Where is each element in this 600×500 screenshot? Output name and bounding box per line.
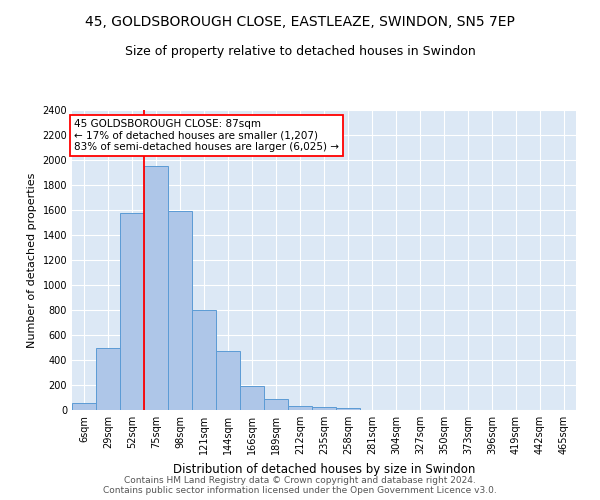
Bar — [216, 350, 240, 410]
Bar — [168, 211, 192, 410]
Y-axis label: Number of detached properties: Number of detached properties — [27, 172, 37, 348]
Bar — [336, 408, 360, 410]
Bar — [192, 310, 216, 410]
Bar — [288, 406, 312, 410]
Bar — [264, 399, 288, 410]
Text: 45 GOLDSBOROUGH CLOSE: 87sqm
← 17% of detached houses are smaller (1,207)
83% of: 45 GOLDSBOROUGH CLOSE: 87sqm ← 17% of de… — [74, 118, 339, 152]
X-axis label: Distribution of detached houses by size in Swindon: Distribution of detached houses by size … — [173, 462, 475, 475]
Bar — [144, 166, 168, 410]
Text: Contains HM Land Registry data © Crown copyright and database right 2024.
Contai: Contains HM Land Registry data © Crown c… — [103, 476, 497, 495]
Bar — [72, 402, 96, 410]
Text: Size of property relative to detached houses in Swindon: Size of property relative to detached ho… — [125, 45, 475, 58]
Text: 45, GOLDSBOROUGH CLOSE, EASTLEAZE, SWINDON, SN5 7EP: 45, GOLDSBOROUGH CLOSE, EASTLEAZE, SWIND… — [85, 15, 515, 29]
Bar — [120, 212, 144, 410]
Bar — [312, 407, 336, 410]
Bar — [240, 386, 264, 410]
Bar — [96, 348, 120, 410]
